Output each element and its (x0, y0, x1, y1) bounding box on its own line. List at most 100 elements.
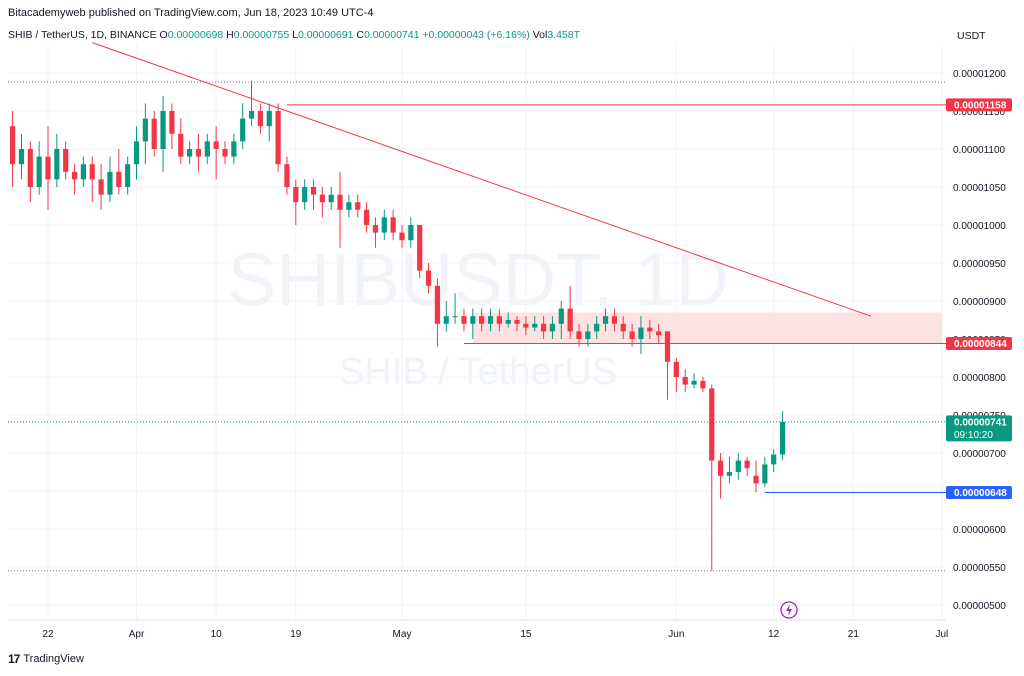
candle[interactable] (523, 316, 529, 336)
candle[interactable] (718, 453, 724, 499)
candle[interactable] (541, 316, 547, 339)
candle[interactable] (125, 156, 131, 195)
candle[interactable] (514, 316, 520, 332)
candle[interactable] (328, 187, 334, 210)
candle[interactable] (602, 308, 609, 332)
candle[interactable] (585, 323, 591, 347)
candle[interactable] (204, 133, 210, 165)
candle[interactable] (558, 301, 564, 339)
candle[interactable] (293, 179, 299, 225)
candle[interactable] (434, 278, 440, 347)
candle[interactable] (302, 179, 308, 210)
candle[interactable] (461, 308, 467, 332)
candle[interactable] (364, 202, 370, 233)
candle[interactable] (691, 373, 697, 389)
support-648-price-tag[interactable]: 0.00000648 (946, 486, 1012, 500)
candle[interactable] (169, 103, 175, 149)
candle[interactable] (346, 194, 352, 218)
candle[interactable] (408, 217, 414, 248)
candle[interactable] (240, 103, 246, 149)
candle[interactable] (178, 118, 184, 165)
candle[interactable] (656, 323, 662, 343)
candle[interactable] (195, 133, 202, 172)
candle[interactable] (425, 263, 432, 294)
candle[interactable] (479, 308, 485, 332)
candle[interactable] (496, 308, 502, 332)
candle[interactable] (160, 95, 166, 172)
candle[interactable] (381, 209, 387, 241)
candle[interactable] (779, 411, 786, 460)
candle[interactable] (576, 323, 582, 347)
candle[interactable] (726, 456, 733, 484)
candle[interactable] (257, 103, 263, 134)
candle[interactable] (549, 316, 556, 339)
candle[interactable] (213, 126, 219, 180)
candle[interactable] (63, 141, 69, 180)
candle[interactable] (54, 133, 60, 187)
candle[interactable] (771, 449, 777, 472)
candle[interactable] (231, 133, 237, 165)
candle[interactable] (443, 301, 449, 332)
candle[interactable] (372, 217, 379, 248)
candle[interactable] (142, 103, 148, 165)
candle[interactable] (682, 369, 688, 393)
candle[interactable] (753, 460, 759, 493)
candle[interactable] (399, 225, 405, 248)
candle[interactable] (700, 377, 706, 393)
candle[interactable] (187, 141, 193, 165)
candle-body (372, 225, 379, 233)
candle[interactable] (735, 453, 741, 480)
candle[interactable] (470, 308, 476, 339)
candle[interactable] (567, 285, 573, 339)
lightning-icon[interactable] (780, 601, 798, 619)
candle[interactable] (107, 156, 113, 203)
candle[interactable] (709, 384, 715, 571)
candle[interactable] (151, 111, 157, 157)
candle[interactable] (505, 312, 511, 328)
candle[interactable] (638, 316, 644, 355)
candle[interactable] (284, 156, 290, 195)
candle[interactable] (45, 126, 51, 210)
tradingview-footer[interactable]: 17 TradingView (8, 652, 84, 666)
candle[interactable] (417, 225, 423, 279)
candle[interactable] (452, 293, 458, 324)
candle[interactable] (275, 103, 281, 172)
candle[interactable] (133, 126, 140, 180)
candle[interactable] (222, 141, 228, 165)
candle[interactable] (355, 194, 361, 218)
candle[interactable] (762, 456, 768, 488)
resistance-price-tag[interactable]: 0.00001158 (946, 98, 1012, 112)
candle[interactable] (594, 316, 600, 339)
candle[interactable] (673, 358, 679, 393)
support-844-price-tag[interactable]: 0.00000844 (946, 337, 1012, 351)
candle[interactable] (266, 103, 272, 142)
candle[interactable] (390, 209, 396, 241)
candle[interactable] (629, 323, 635, 347)
candle[interactable] (337, 171, 343, 248)
candle[interactable] (611, 308, 617, 332)
candle[interactable] (310, 179, 317, 210)
current-price-tag[interactable]: 0.00000741 09:10:20 (946, 415, 1012, 442)
candle[interactable] (248, 80, 255, 127)
candle[interactable] (98, 164, 104, 210)
candle[interactable] (744, 456, 750, 476)
currency-label[interactable]: USDT (957, 30, 986, 42)
candle[interactable] (319, 187, 325, 218)
candle[interactable] (10, 111, 16, 187)
candle[interactable] (664, 331, 671, 400)
candle[interactable] (80, 156, 86, 187)
candle[interactable] (532, 316, 538, 332)
candle[interactable] (487, 308, 494, 332)
candle[interactable] (27, 141, 33, 203)
descending-trendline[interactable] (92, 42, 872, 317)
candle[interactable] (71, 164, 78, 195)
candle[interactable] (620, 316, 626, 339)
candle[interactable] (89, 156, 95, 203)
price-tick-label: 0.00000950 (953, 259, 1006, 270)
candle[interactable] (36, 141, 42, 195)
candle[interactable] (116, 149, 122, 195)
candle[interactable] (647, 320, 653, 339)
candle[interactable] (18, 133, 25, 180)
symbol-label[interactable]: SHIB / TetherUS, 1D, BINANCE (8, 29, 157, 41)
